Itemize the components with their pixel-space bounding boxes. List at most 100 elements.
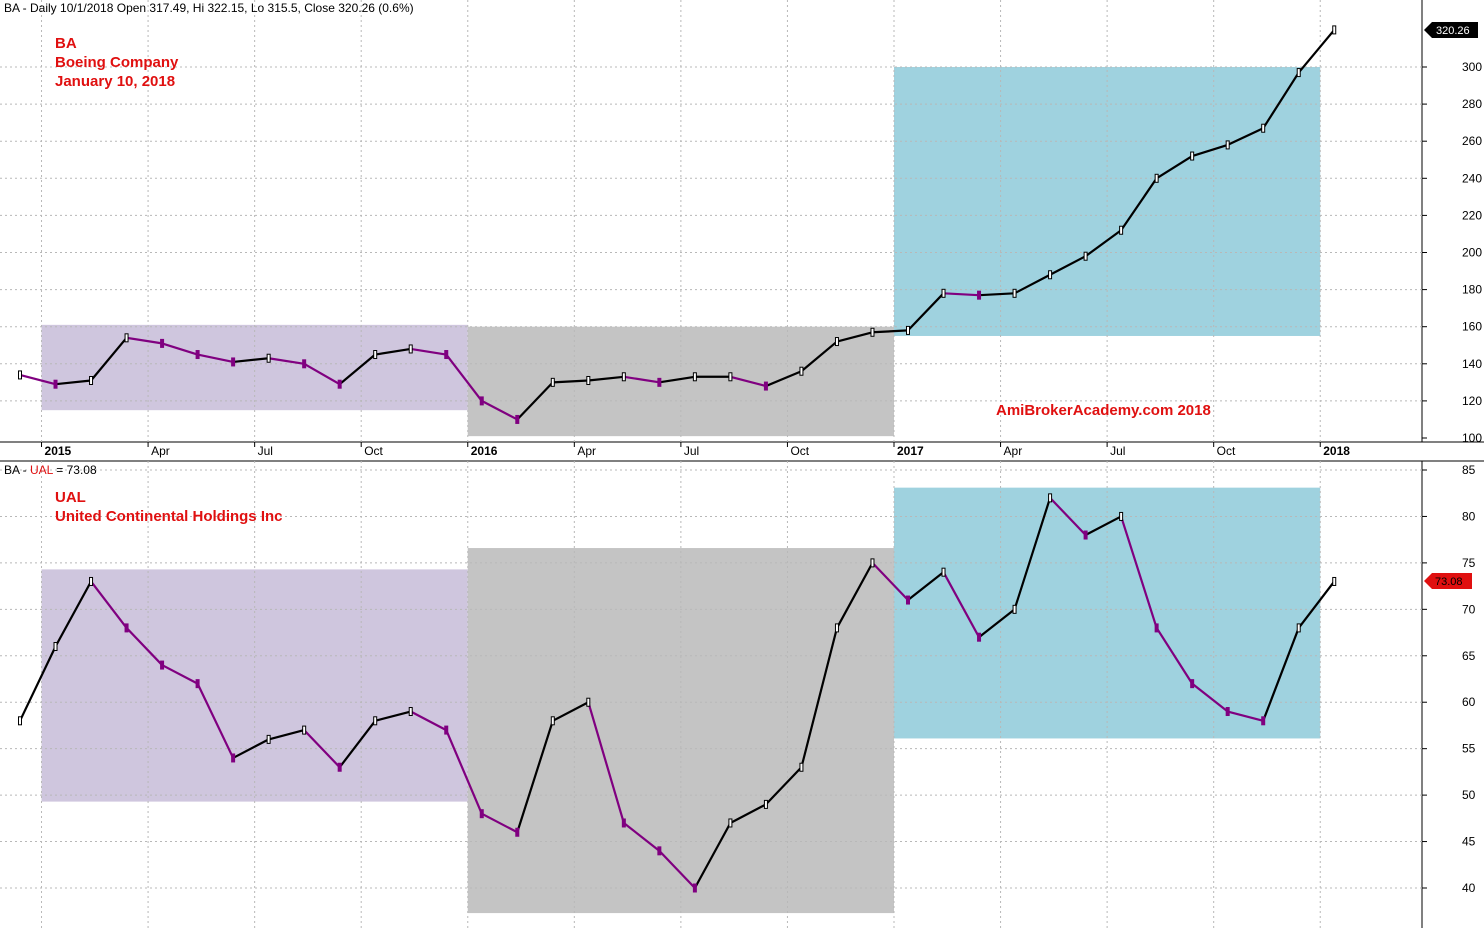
- ual-price-bar-1: [18, 716, 22, 726]
- ual-price-bar-33: [1154, 623, 1159, 633]
- ual-price-bar-14: [479, 809, 484, 819]
- ba-price-segment-6: [196, 353, 235, 364]
- ual-price-bar-11: [373, 716, 378, 726]
- ba-price-bar-22: [763, 381, 768, 391]
- ba-price-segment-2: [54, 379, 93, 386]
- ual-price-tag-text: 73.08: [1435, 576, 1463, 588]
- ual-price-segment-2: [54, 580, 93, 648]
- ual-price-segment-13: [445, 728, 483, 815]
- ual-y-tick-label-65: 65: [1462, 649, 1476, 663]
- bottom-header-suffix: = 73.08: [53, 463, 97, 477]
- ba-price-segment-12: [409, 347, 448, 356]
- ual-price-segment-6: [196, 682, 235, 760]
- ba-price-segment-7: [232, 357, 270, 364]
- ual-price-bar-38: [1332, 576, 1337, 586]
- ba-y-tick-label-260: 260: [1462, 134, 1482, 148]
- ba-price-bar-3: [89, 375, 94, 385]
- ba-price-bar-36: [1261, 123, 1266, 133]
- ba-price-bar-34: [1190, 151, 1195, 161]
- ual-price-bar-34: [1190, 679, 1195, 689]
- ba-price-segment-35: [1226, 127, 1265, 147]
- ba-price-segment-22: [764, 370, 803, 388]
- ual-ticker-label: UAL: [55, 489, 86, 506]
- ual-price-bar-21: [728, 818, 733, 828]
- x-tick-label-1: 2015: [45, 444, 72, 458]
- ual-range-box-3: [894, 487, 1321, 739]
- ual-price-segment-1: [18, 645, 57, 722]
- ba-price-bar-38: [1332, 25, 1337, 35]
- ba-last-price-tag: 320.26: [1424, 22, 1478, 38]
- ual-price-bar-2: [53, 641, 58, 651]
- ual-price-bar-23: [799, 762, 804, 772]
- ual-price-bar-8: [266, 734, 271, 744]
- ual-price-bar-19: [657, 846, 662, 856]
- ba-price-segment-36: [1262, 71, 1300, 130]
- ba-price-segment-13: [445, 353, 483, 402]
- ual-price-segment-9: [303, 728, 341, 769]
- ba-price-bar-21: [728, 372, 733, 382]
- x-tick-label-6: Apr: [577, 444, 596, 458]
- ual-y-tick-label-50: 50: [1462, 788, 1476, 802]
- ba-price-bar-14: [479, 396, 484, 406]
- ba-price-bar-25: [870, 327, 875, 337]
- ual-y-tick-label-45: 45: [1462, 835, 1476, 849]
- ba-price-segment-32: [1120, 177, 1158, 232]
- bottom-y-axis-ticks: 40 45 50 55 60 65 70 75 80 85: [1422, 463, 1476, 895]
- ba-price-bar-8: [266, 353, 271, 363]
- ual-price-segment-28: [977, 608, 1016, 639]
- ba-price-bar-20: [692, 372, 697, 382]
- ual-price-segment-23: [800, 626, 839, 769]
- ba-price-bar-7: [231, 357, 236, 367]
- ba-price-segment-1: [18, 373, 57, 386]
- ual-price-bar-7: [231, 753, 236, 763]
- ual-last-price-tag: 73.08: [1424, 573, 1472, 589]
- ba-price-segment-21: [729, 375, 768, 388]
- x-tick-label-13: 2018: [1323, 444, 1350, 458]
- ba-price-bar-33: [1154, 173, 1159, 183]
- ual-price-bar-37: [1296, 623, 1301, 633]
- ba-price-segment-5: [160, 342, 199, 356]
- x-tick-label-3: Jul: [258, 444, 273, 458]
- ba-price-bar-5: [160, 338, 165, 348]
- ba-price-bar-31: [1083, 251, 1088, 261]
- ba-price-segment-4: [125, 336, 164, 345]
- ba-y-tick-label-100: 100: [1462, 431, 1482, 445]
- ual-price-bar-15: [515, 827, 520, 837]
- ba-y-tick-label-200: 200: [1462, 246, 1482, 260]
- ual-price-segment-16: [551, 701, 590, 722]
- ual-price-segment-34: [1191, 682, 1229, 713]
- ual-price-bar-13: [444, 725, 449, 735]
- ba-price-bar-27: [941, 288, 946, 298]
- ba-price-bar-23: [799, 366, 804, 376]
- ba-price-segment-11: [374, 347, 412, 356]
- ual-price-segment-27: [942, 571, 981, 639]
- ba-range-box-1: [41, 324, 468, 411]
- ual-price-bar-28: [977, 632, 982, 642]
- ual-price-bar-17: [586, 697, 591, 707]
- ual-price-bar-5: [160, 660, 165, 670]
- ual-price-segment-7: [232, 738, 270, 760]
- ba-y-tick-label-120: 120: [1462, 394, 1482, 408]
- ba-price-bar-13: [444, 350, 449, 360]
- x-tick-label-11: Jul: [1110, 444, 1125, 458]
- ual-price-segment-11: [374, 710, 412, 722]
- x-tick-label-8: Oct: [790, 444, 809, 458]
- ba-price-series: [18, 25, 1337, 424]
- ba-price-segment-17: [587, 375, 625, 382]
- ual-price-tag-shape: [1424, 573, 1472, 589]
- ual-price-bar-26: [906, 595, 910, 605]
- ba-date-label: January 10, 2018: [55, 73, 175, 90]
- ual-price-bar-22: [763, 799, 768, 809]
- ual-y-tick-label-85: 85: [1462, 463, 1476, 477]
- ba-price-bar-12: [408, 344, 413, 354]
- ual-price-segment-8: [267, 728, 306, 741]
- ual-price-segment-32: [1120, 515, 1158, 630]
- ual-price-segment-25: [871, 561, 910, 602]
- ual-company-label: United Continental Holdings Inc: [55, 508, 283, 525]
- ba-price-tag-text: 320.26: [1436, 25, 1470, 37]
- ual-price-bar-20: [692, 883, 697, 893]
- ual-price-segment-17: [587, 701, 625, 825]
- ba-price-segment-3: [89, 336, 128, 382]
- ual-price-bar-10: [337, 762, 342, 772]
- ual-price-segment-24: [835, 561, 874, 630]
